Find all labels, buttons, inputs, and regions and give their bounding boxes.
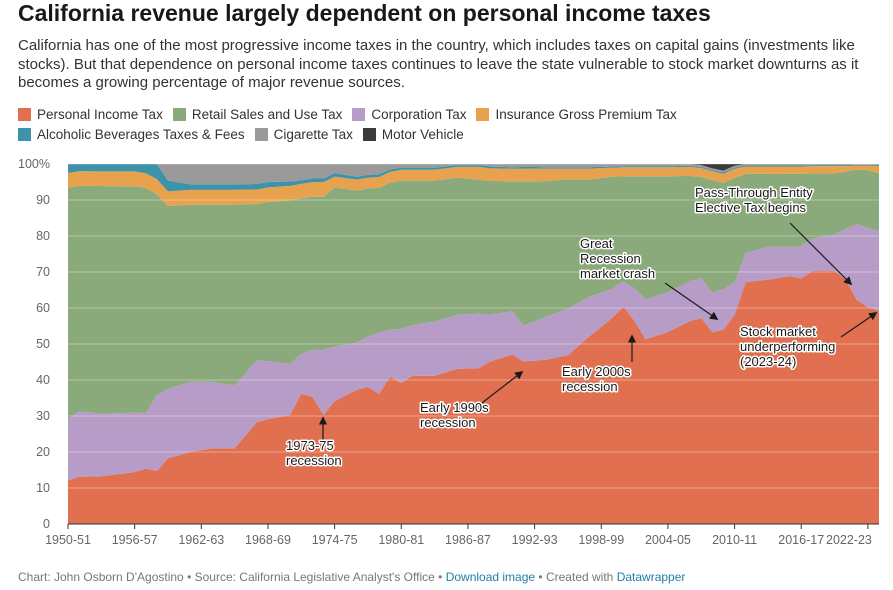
- x-tick-label: 2010-11: [712, 533, 757, 547]
- annotation-line: Elective Tax begins: [695, 200, 807, 215]
- y-tick-label: 0: [43, 517, 50, 531]
- area-corporation-tax: [68, 224, 879, 481]
- chart-title: California revenue largely dependent on …: [18, 0, 711, 26]
- legend-label: Motor Vehicle: [381, 126, 464, 142]
- annotation-label: Pass-Through Entity Elective Tax begins: [695, 185, 813, 215]
- annotation-label: Great Recession market crash: [580, 236, 655, 281]
- annotation-line: Great: [580, 236, 613, 251]
- x-tick-label: 1956-57: [112, 533, 158, 547]
- annotation-line: recession: [420, 415, 476, 430]
- x-tick-label: 2016-17: [778, 533, 824, 547]
- y-tick-label: 50: [36, 337, 50, 351]
- legend-swatch: [352, 107, 366, 121]
- y-tick-label: 40: [36, 373, 50, 387]
- annotation-label: Stock market underperforming (2023-24): [740, 324, 835, 369]
- legend-row-2: Alcoholic Beverages Taxes & Fees Cigaret…: [18, 124, 878, 144]
- annotation-arrow: [789, 222, 853, 286]
- y-axis: 0 10 20 30 40 50 60 70 80 90 100%: [18, 157, 879, 531]
- annotation-line: Stock market: [740, 324, 816, 339]
- annotation-line: 1973-75: [286, 438, 334, 453]
- legend-swatch: [476, 107, 490, 121]
- annotation-line: underperforming: [740, 339, 835, 354]
- x-tick-label: 1968-69: [245, 533, 291, 547]
- legend-item-motor-vehicle: Motor Vehicle: [362, 126, 464, 142]
- footer-separator: •: [438, 570, 443, 584]
- annotation-line: Pass-Through Entity: [695, 185, 813, 200]
- y-tick-label: 90: [36, 193, 50, 207]
- datawrapper-link[interactable]: Datawrapper: [616, 570, 686, 584]
- area-motor-vehicle: [68, 164, 879, 171]
- area-retail-sales-and-use-tax: [68, 169, 879, 420]
- annotation-line: recession: [286, 453, 342, 468]
- y-tick-label: 20: [36, 445, 50, 459]
- y-tick-label: 30: [36, 409, 50, 423]
- legend-label: Retail Sales and Use Tax: [191, 106, 343, 122]
- y-tick-label: 70: [36, 265, 50, 279]
- y-tick-label: 10: [36, 481, 50, 495]
- footer-author: Chart: John Osborn D'Agostino: [18, 570, 184, 584]
- legend-item-personal-income-tax: Personal Income Tax: [18, 107, 163, 122]
- x-tick-label: 1974-75: [312, 533, 358, 547]
- annotation-label: 1973-75 recession: [286, 438, 342, 468]
- legend-swatch: [172, 107, 186, 121]
- x-tick-label: 1992-93: [512, 533, 558, 547]
- area-cigarette-tax: [68, 164, 879, 185]
- chart-footer: Chart: John Osborn D'Agostino • Source: …: [18, 570, 685, 584]
- x-tick-label: 1998-99: [578, 533, 624, 547]
- legend-row-1: Personal Income Tax Retail Sales and Use…: [18, 104, 878, 124]
- area-insurance-gross-premium-tax: [68, 165, 879, 207]
- annotation-line: recession: [562, 379, 618, 394]
- legend-label: Personal Income Tax: [37, 106, 163, 122]
- x-tick-label: 1950-51: [45, 533, 91, 547]
- area-personal-income-tax: [68, 270, 879, 524]
- annotation-arrow: [664, 282, 719, 320]
- legend-item-alcoholic-beverages: Alcoholic Beverages Taxes & Fees: [18, 127, 245, 142]
- footer-source: Source: California Legislative Analyst's…: [194, 570, 435, 584]
- x-tick-label: 1962-63: [178, 533, 224, 547]
- legend-item-insurance-tax: Insurance Gross Premium Tax: [476, 106, 677, 122]
- legend: Personal Income Tax Retail Sales and Use…: [18, 104, 878, 144]
- y-tick-label: 100%: [18, 157, 50, 171]
- y-tick-label: 60: [36, 301, 50, 315]
- legend-swatch: [18, 127, 31, 141]
- footer-created-with: Created with: [545, 570, 614, 584]
- annotation-label: Early 1990s recession: [420, 400, 489, 430]
- footer-separator: •: [187, 570, 192, 584]
- annotation-line: Recession: [580, 251, 641, 266]
- annotation-line: Early 2000s: [562, 364, 631, 379]
- footer-separator: •: [538, 570, 543, 584]
- x-tick-label: 1980-81: [378, 533, 424, 547]
- area-alcoholic-beverages-taxes-fees: [68, 164, 879, 192]
- annotation-line: market crash: [580, 266, 655, 281]
- x-tick-label: 2004-05: [645, 533, 691, 547]
- annotation-arrow: [840, 312, 878, 338]
- legend-item-retail-sales-tax: Retail Sales and Use Tax: [172, 106, 343, 122]
- legend-label: Corporation Tax: [371, 106, 467, 122]
- chart-subtitle: California has one of the most progressi…: [18, 37, 859, 91]
- legend-swatch: [362, 127, 376, 141]
- annotation-arrow: [477, 370, 524, 407]
- download-image-link[interactable]: Download image: [445, 570, 536, 584]
- y-tick-label: 80: [36, 229, 50, 243]
- x-tick-label: 1986-87: [445, 533, 491, 547]
- annotation-line: (2023-24): [740, 354, 796, 369]
- legend-item-corporation-tax: Corporation Tax: [352, 107, 466, 122]
- area-layers: [68, 164, 879, 524]
- annotation-label: Early 2000s recession: [562, 364, 631, 394]
- legend-swatch: [254, 127, 268, 141]
- legend-label: Alcoholic Beverages Taxes & Fees: [37, 126, 245, 142]
- legend-label: Cigarette Tax: [273, 126, 353, 142]
- legend-item-cigarette-tax: Cigarette Tax: [254, 126, 353, 142]
- legend-label: Insurance Gross Premium Tax: [495, 106, 677, 122]
- annotation-line: Early 1990s: [420, 400, 489, 415]
- x-axis: 1950-51 1956-57 1962-63 1968-69 1974-75 1980-…: [45, 524, 872, 547]
- legend-swatch: [18, 107, 31, 121]
- x-tick-label: 2022-23: [826, 533, 872, 547]
